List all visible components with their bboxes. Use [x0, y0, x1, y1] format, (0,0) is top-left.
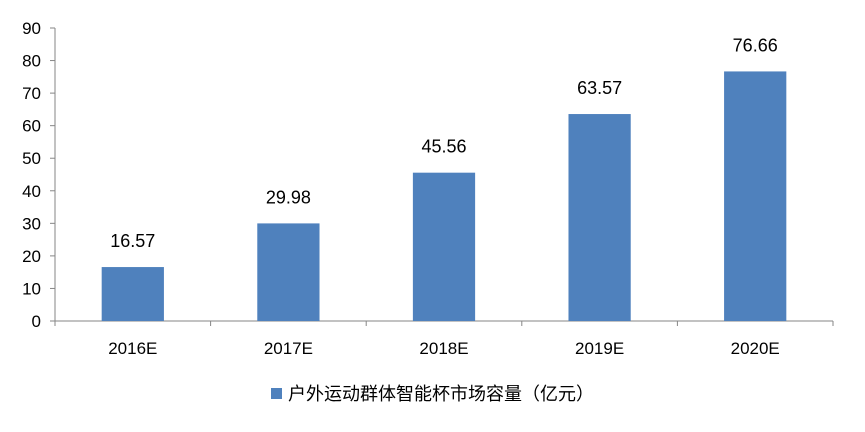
bars — [101, 71, 787, 321]
bar-2017E — [257, 223, 320, 321]
data-label-2020E: 76.66 — [733, 35, 778, 55]
y-axis: 0 10 20 30 40 50 60 70 80 90 — [22, 19, 56, 331]
bar-2019E — [568, 114, 631, 321]
x-axis: 2016E 2017E 2018E 2019E 2020E — [54, 320, 834, 358]
data-label-2018E: 45.56 — [421, 137, 466, 157]
y-tick-label: 0 — [32, 312, 41, 331]
bar-2016E — [101, 267, 164, 321]
y-tick-label: 30 — [22, 214, 41, 233]
y-tick-label: 40 — [22, 182, 41, 201]
legend-label: 户外运动群体智能杯市场容量（亿元） — [288, 384, 594, 405]
legend-swatch — [271, 387, 282, 399]
bar-2018E — [412, 172, 476, 321]
x-tick-label-2019E: 2019E — [575, 339, 624, 358]
data-label-2016E: 16.57 — [110, 231, 155, 251]
x-tick-label-2016E: 2016E — [108, 339, 157, 358]
y-tick-label: 60 — [22, 117, 41, 136]
y-tick-label: 10 — [22, 279, 41, 298]
x-tick-label-2020E: 2020E — [731, 339, 780, 358]
y-tick-label: 90 — [22, 19, 41, 38]
x-tick-label-2017E: 2017E — [264, 339, 313, 358]
y-tick-label: 20 — [22, 247, 41, 266]
data-label-2017E: 29.98 — [266, 187, 311, 207]
x-tick-label-2018E: 2018E — [419, 339, 468, 358]
bar-2020E — [724, 71, 787, 321]
data-label-2019E: 63.57 — [577, 78, 622, 98]
y-tick-label: 50 — [22, 149, 41, 168]
y-tick-label: 70 — [22, 84, 41, 103]
data-labels: 16.57 29.98 45.56 63.57 76.66 — [110, 35, 777, 251]
legend: 户外运动群体智能杯市场容量（亿元） — [0, 380, 865, 406]
y-tick-label: 80 — [22, 52, 41, 71]
